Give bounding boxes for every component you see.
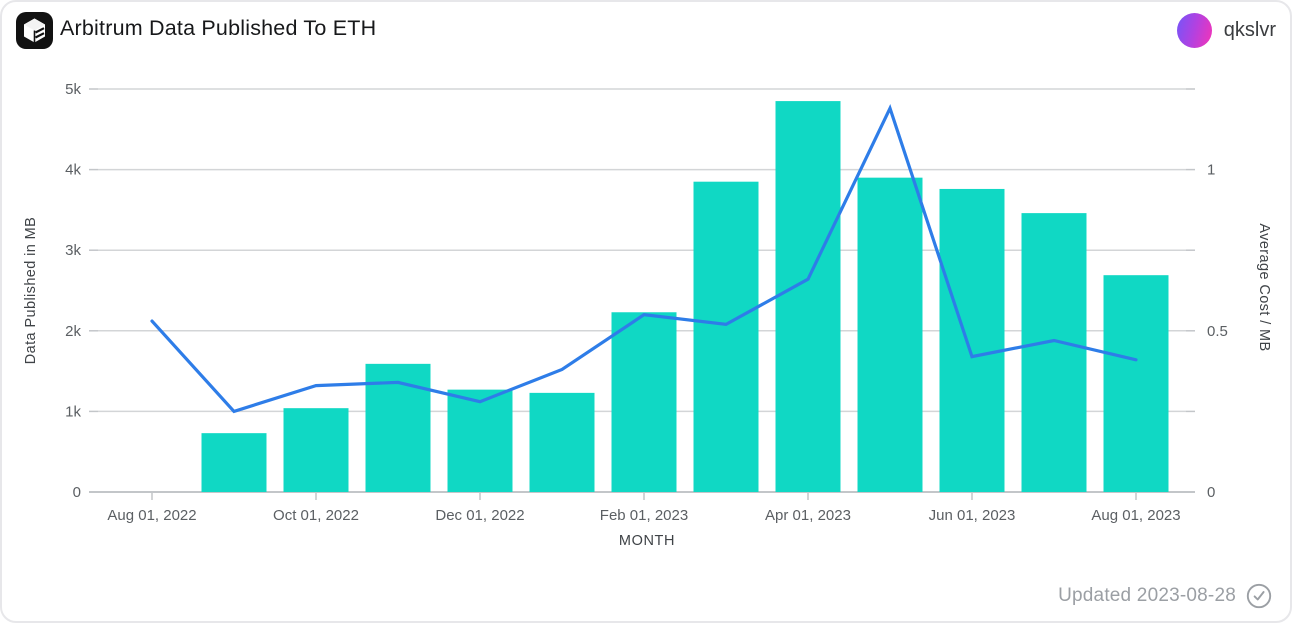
left-axis-tick-label: 5k	[65, 81, 81, 98]
user-avatar[interactable]	[1176, 12, 1212, 48]
x-axis-tick-label: Oct 01, 2022	[273, 507, 359, 524]
check-circle-icon[interactable]	[1246, 583, 1272, 609]
bar-jun-2023	[939, 188, 1005, 492]
bar-apr-2023	[775, 101, 841, 492]
card-footer: Updated 2023-08-28	[1058, 583, 1272, 609]
avg-cost-line	[150, 104, 1138, 414]
left-axis-title: Data Published in MB	[23, 217, 39, 364]
left-axis-tick-label: 3k	[65, 242, 81, 259]
app-logo-icon	[16, 12, 53, 49]
bar-nov-2022	[365, 363, 431, 492]
right-axis-tick-label: 0	[1207, 484, 1215, 501]
x-axis-tick-label: Feb 01, 2023	[600, 507, 688, 524]
x-axis-tick-label: Jun 01, 2023	[929, 507, 1016, 524]
x-axis-tick-label: Aug 01, 2023	[1091, 507, 1180, 524]
left-axis-tick-label: 2k	[65, 323, 81, 340]
bar-feb-2023	[611, 312, 677, 492]
user-name: qkslvr	[1223, 18, 1276, 41]
bar-oct-2022	[283, 408, 349, 492]
bar-aug-2023	[1103, 275, 1169, 492]
bar-sep-2022	[201, 433, 267, 492]
card-header: Arbitrum Data Published To ETH qkslvr	[2, 2, 1290, 60]
bar-jul-2023	[1021, 213, 1087, 492]
x-axis-tick-label: Dec 01, 2022	[435, 507, 524, 524]
left-axis-tick-label: 0	[73, 484, 81, 501]
right-axis-tick-label: 0.5	[1207, 323, 1228, 340]
right-axis-title: Average Cost / MB	[1256, 223, 1272, 351]
x-axis-title: MONTH	[619, 533, 675, 549]
bar-may-2023	[857, 177, 923, 492]
page-title: Arbitrum Data Published To ETH	[60, 16, 377, 40]
bar-dec-2022	[447, 389, 513, 492]
left-axis-tick-label: 4k	[65, 162, 81, 179]
x-axis-tick-label: Apr 01, 2023	[765, 507, 851, 524]
right-axis-tick-label: 1	[1207, 162, 1215, 179]
bar-jan-2023	[529, 392, 595, 492]
bar-mar-2023	[693, 181, 759, 492]
updated-timestamp: Updated 2023-08-28	[1058, 585, 1236, 606]
x-axis-tick-label: Aug 01, 2022	[107, 507, 196, 524]
left-axis-tick-label: 1k	[65, 403, 81, 420]
user-chip[interactable]: qkslvr	[1176, 11, 1276, 49]
